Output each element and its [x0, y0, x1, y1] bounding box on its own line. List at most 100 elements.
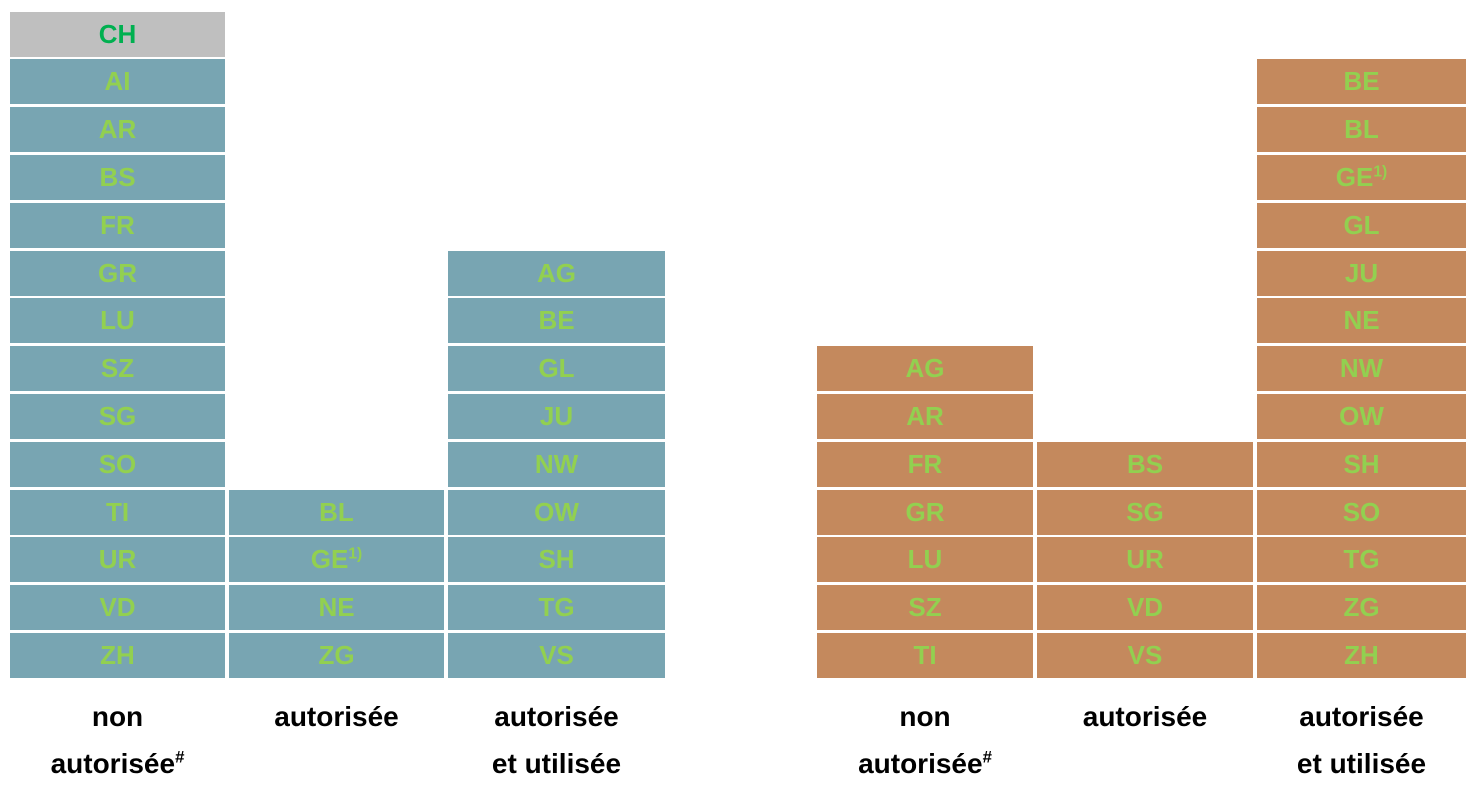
- footer-line: autorisée: [219, 693, 454, 740]
- label: GL: [538, 353, 575, 384]
- label: TG: [1343, 544, 1380, 575]
- label: BE: [1343, 66, 1380, 97]
- label: TG: [538, 592, 575, 623]
- cell: GL: [1257, 202, 1466, 248]
- footer-line: autorisée#: [807, 740, 1043, 787]
- cell: AI: [10, 59, 225, 105]
- label: AR: [906, 401, 944, 431]
- cell: SH: [1257, 441, 1466, 487]
- label: AG: [905, 353, 945, 384]
- footer-line: et utilisée: [1247, 740, 1466, 787]
- label: autorisée: [1082, 701, 1208, 732]
- label: ZG: [318, 640, 355, 670]
- label: NE: [318, 592, 355, 623]
- label: SO: [98, 448, 137, 479]
- cell: AG: [817, 346, 1033, 392]
- cell: SO: [1257, 489, 1466, 535]
- label: ZG: [1343, 592, 1380, 623]
- label: NW: [1339, 353, 1384, 384]
- cell: SG: [10, 394, 225, 439]
- cell: JU: [448, 394, 665, 439]
- label: GR: [905, 496, 945, 527]
- cell: BL: [229, 489, 444, 535]
- superscript: #: [175, 747, 185, 767]
- cell: BS: [1037, 441, 1253, 487]
- label: autorisée: [50, 748, 176, 779]
- label: OW: [1339, 401, 1384, 431]
- label: TI: [913, 640, 937, 670]
- cell: OW: [448, 489, 665, 535]
- label: SG: [98, 401, 137, 431]
- cell: NE: [229, 585, 444, 631]
- column-footer: non autorisée#: [0, 693, 235, 787]
- label: BS: [1126, 448, 1164, 479]
- label: SH: [538, 544, 575, 575]
- label: TI: [105, 496, 130, 527]
- cell: SZ: [817, 585, 1033, 631]
- label: VD: [1126, 592, 1164, 623]
- label: SG: [1126, 496, 1164, 527]
- cell: OW: [1257, 394, 1466, 439]
- footer-line: non: [807, 693, 1043, 740]
- cell: SZ: [10, 346, 225, 392]
- label: non: [899, 701, 951, 732]
- label: AG: [537, 257, 576, 288]
- footer-line: autorisée: [438, 693, 675, 740]
- label: FR: [100, 209, 135, 240]
- label: VD: [99, 592, 136, 623]
- label: SZ: [908, 592, 942, 623]
- cell: LU: [10, 298, 225, 344]
- label: JU: [539, 401, 574, 431]
- label: non: [91, 701, 144, 732]
- cell: BE: [448, 298, 665, 344]
- label: autorisée: [274, 701, 399, 732]
- cell: TI: [10, 489, 225, 535]
- cell: GL: [448, 346, 665, 392]
- cell: AG: [448, 250, 665, 296]
- cell: VS: [448, 633, 665, 678]
- cell: AR: [817, 394, 1033, 439]
- label: BL: [1344, 114, 1379, 145]
- column-footer: autorisée: [1027, 693, 1263, 740]
- label: et utilisée: [491, 748, 622, 779]
- label: GR: [98, 257, 137, 288]
- cell: UR: [1037, 537, 1253, 583]
- cell: NE: [1257, 298, 1466, 344]
- label: ZH: [1344, 640, 1379, 670]
- cell: BS: [10, 155, 225, 200]
- superscript: 1): [1373, 163, 1388, 181]
- column-footer: autorisée: [219, 693, 454, 740]
- column-footer: non autorisée#: [807, 693, 1043, 787]
- footer-line: non: [0, 693, 235, 740]
- label: LU: [907, 544, 943, 575]
- label: autorisée: [494, 701, 619, 732]
- label: SH: [1343, 448, 1380, 479]
- cell: GE1): [1257, 155, 1466, 200]
- cell: NW: [1257, 346, 1466, 392]
- cell: JU: [1257, 250, 1466, 296]
- cell: GR: [817, 489, 1033, 535]
- cell: SG: [1037, 489, 1253, 535]
- header-cell: CH: [10, 11, 225, 57]
- footer-line: autorisée: [1247, 693, 1466, 740]
- column-footer: autorisée et utilisée: [438, 693, 675, 787]
- cell: ZG: [229, 633, 444, 678]
- label: GL: [1343, 209, 1380, 240]
- label: BS: [99, 162, 136, 192]
- label: BL: [319, 496, 354, 527]
- label: FR: [907, 448, 943, 479]
- label: SZ: [100, 353, 135, 384]
- label: ZH: [100, 640, 135, 670]
- label: autorisée: [858, 748, 983, 779]
- cell: TG: [448, 585, 665, 631]
- cell: ZH: [10, 633, 225, 678]
- label: JU: [1344, 257, 1379, 288]
- cell: BE: [1257, 59, 1466, 105]
- label: VS: [539, 640, 574, 670]
- label: OW: [534, 496, 579, 527]
- cell: NW: [448, 441, 665, 487]
- label: NE: [1343, 305, 1380, 336]
- cell: GE1): [229, 537, 444, 583]
- cell: AR: [10, 107, 225, 153]
